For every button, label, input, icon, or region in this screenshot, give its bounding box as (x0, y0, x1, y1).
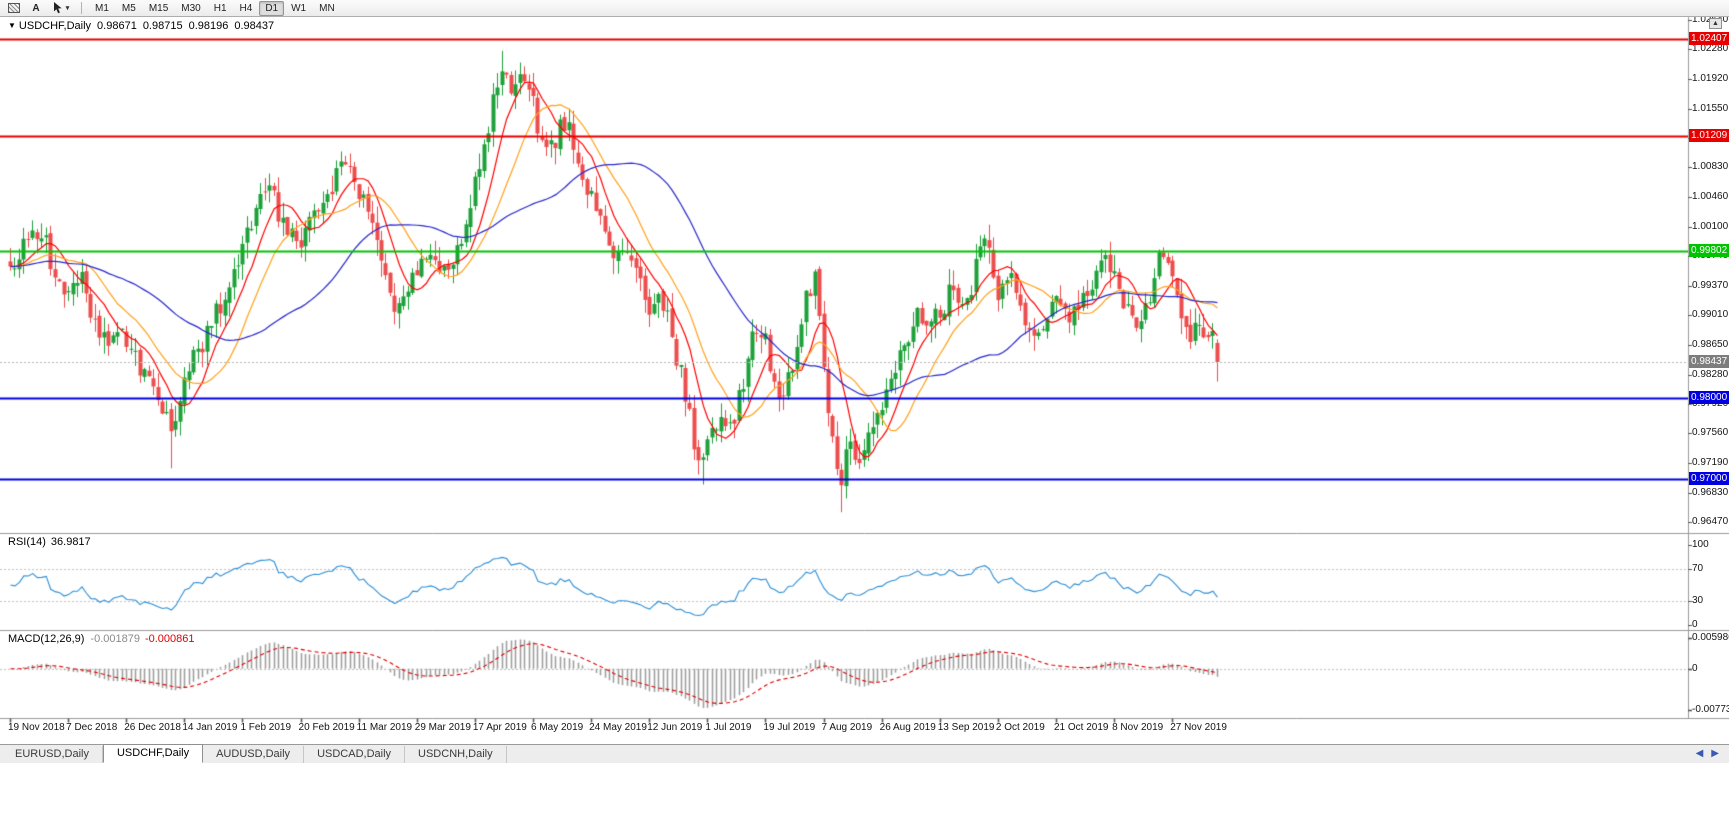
chart-symbol-label: USDCHF,Daily (18, 20, 92, 32)
price-axis-tick: 1.01920 (1692, 72, 1729, 84)
hatch-pattern-icon (8, 3, 20, 13)
symbol-menu-icon[interactable]: ▼ (8, 21, 16, 30)
date-axis-label: 2 Oct 2019 (995, 722, 1045, 733)
timeframe-button-h4[interactable]: H4 (239, 2, 253, 14)
timeframe-button-mn[interactable]: MN (319, 2, 335, 14)
price-axis-tick: 1.00460 (1692, 191, 1729, 203)
macd-main-value: -0.001879 (90, 633, 140, 645)
date-axis-label: 1 Jul 2019 (705, 722, 752, 733)
rsi-axis-tick: 0 (1692, 619, 1698, 630)
date-axis-label: 26 Dec 2018 (124, 722, 181, 733)
date-axis-label: 19 Jul 2019 (763, 722, 816, 733)
date-axis-label: 13 Sep 2019 (937, 722, 995, 733)
price-axis-tick: 0.97920 (1692, 398, 1729, 410)
tab-nav: ◀ ▶ (1696, 744, 1719, 763)
ohlc-close-value: 0.98437 (234, 20, 275, 32)
chart-title: ▼ USDCHF,Daily 0.98671 0.98715 0.98196 0.9843… (8, 20, 274, 32)
arrow-tool-icon[interactable]: ▾ (48, 1, 74, 16)
price-axis-tick: 0.98650 (1692, 338, 1729, 350)
chart-tab-usdchf-daily[interactable]: USDCHF,Daily (102, 744, 204, 763)
date-axis-label: 8 Nov 2019 (1112, 722, 1164, 733)
chart-tab-audusd-daily[interactable]: AUDUSD,Daily (203, 746, 305, 763)
chevron-down-icon: ▾ (65, 5, 70, 12)
date-axis-label: 7 Aug 2019 (821, 722, 873, 733)
toolbar-separator (81, 2, 82, 14)
price-axis-tick: 0.99010 (1692, 309, 1729, 321)
text-tool-icon[interactable]: A (26, 1, 46, 16)
price-axis-tick: 1.00100 (1692, 220, 1729, 232)
price-axis-tick: 0.96470 (1692, 516, 1729, 527)
price-axis-tick: 0.96830 (1692, 486, 1729, 498)
cursor-arrow-icon (53, 2, 62, 14)
rectangle-tool-icon[interactable] (4, 1, 24, 16)
timeframe-button-m30[interactable]: M30 (181, 2, 201, 14)
rsi-axis-tick: 100 (1692, 539, 1709, 550)
price-line-label: 1.02407 (1689, 31, 1729, 45)
price-chart-canvas[interactable] (0, 0, 1729, 744)
tabs-scroll-right-button[interactable]: ▶ (1711, 748, 1719, 759)
ohlc-open-value: 0.98671 (97, 20, 137, 32)
main-toolbar: A ▾ M1 M5 M15 M30 H1 H4 D1 W1 MN (0, 0, 1729, 17)
chart-tab-usdcnh-daily[interactable]: USDCNH,Daily (405, 746, 507, 763)
price-axis-tick: 0.97190 (1692, 457, 1729, 469)
date-axis-label: 11 Mar 2019 (356, 722, 413, 733)
timeframe-button-w1[interactable]: W1 (291, 2, 307, 14)
price-line-label: 0.97000 (1689, 471, 1729, 485)
date-axis-label: 7 Dec 2018 (66, 722, 118, 733)
price-axis-tick: 0.97560 (1692, 427, 1729, 439)
rsi-name: RSI(14) (8, 536, 46, 548)
ohlc-low-value: 0.98196 (188, 20, 229, 32)
chart-scroll-up-icon[interactable]: ▲ (1709, 18, 1722, 29)
date-axis-label: 21 Oct 2019 (1053, 722, 1109, 733)
date-axis-label: 6 May 2019 (530, 722, 584, 733)
bid-price-label: 0.98437 (1689, 354, 1729, 368)
price-line-label: 1.01209 (1689, 129, 1729, 143)
chart-tab-usdcad-daily[interactable]: USDCAD,Daily (304, 746, 406, 763)
price-axis-tick: 1.02280 (1692, 43, 1729, 55)
date-axis-label: 27 Nov 2019 (1170, 722, 1227, 733)
chart-tabs: EURUSD,Daily USDCHF,Daily AUDUSD,Daily USDC… (0, 744, 507, 763)
rsi-indicator-label: RSI(14) 36.9817 (8, 536, 91, 548)
timeframe-button-h1[interactable]: H1 (213, 2, 227, 14)
date-axis-label: 12 Jun 2019 (647, 722, 703, 733)
date-axis-label: 29 Mar 2019 (414, 722, 471, 733)
macd-axis-tick: 0.005986 (1692, 632, 1729, 643)
timeframe-group: M1 M5 M15 M30 H1 H4 D1 W1 MN (89, 0, 342, 16)
chart-tab-eurusd-daily[interactable]: EURUSD,Daily (2, 746, 103, 763)
rsi-value: 36.9817 (50, 536, 91, 548)
price-axis-tick: 0.98280 (1692, 368, 1729, 380)
ohlc-high-value: 0.98715 (142, 20, 183, 32)
timeframe-button-m1[interactable]: M1 (95, 2, 109, 14)
tabs-scroll-left-button[interactable]: ◀ (1695, 748, 1704, 759)
macd-indicator-label: MACD(12,26,9) -0.001879 -0.000861 (8, 633, 195, 645)
macd-name: MACD(12,26,9) (8, 633, 85, 645)
macd-axis-tick: 0 (1692, 662, 1698, 674)
macd-axis-tick: -0.007737 (1692, 704, 1729, 715)
price-axis-tick: 1.00830 (1692, 161, 1729, 173)
date-axis-label: 1 Feb 2019 (240, 722, 292, 733)
date-axis-label: 19 Nov 2018 (8, 722, 65, 733)
text-tool-label: A (32, 2, 40, 14)
price-axis-tick: 1.01550 (1692, 102, 1729, 114)
timeframe-button-d1[interactable]: D1 (259, 0, 285, 16)
macd-signal-value: -0.000861 (144, 633, 195, 645)
date-axis-label: 20 Feb 2019 (298, 722, 355, 733)
timeframe-button-m15[interactable]: M15 (148, 2, 169, 14)
date-axis-label: 14 Jan 2019 (182, 722, 238, 733)
date-axis-label: 17 Apr 2019 (472, 722, 527, 733)
date-axis-label: 24 May 2019 (589, 722, 647, 733)
price-line-label: 0.99802 (1689, 243, 1729, 257)
price-line-label: 0.98000 (1689, 390, 1729, 404)
rsi-axis-tick: 70 (1692, 563, 1704, 574)
price-axis-tick: 0.99370 (1692, 280, 1729, 292)
timeframe-button-m5[interactable]: M5 (121, 2, 136, 14)
rsi-axis-tick: 30 (1692, 595, 1704, 606)
chart-tabs-bar: EURUSD,Daily USDCHF,Daily AUDUSD,Daily USDC… (0, 744, 1729, 763)
date-axis-label: 26 Aug 2019 (879, 722, 936, 733)
